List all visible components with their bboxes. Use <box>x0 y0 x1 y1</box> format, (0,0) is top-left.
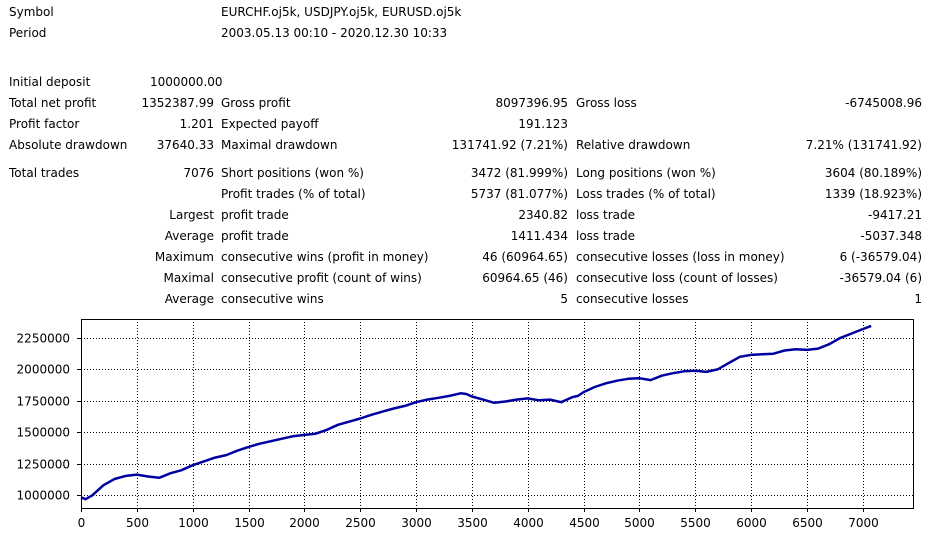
initial-deposit-value: 1000000.00 <box>150 75 223 89</box>
avg-cons-wins-value: 5 <box>560 292 568 306</box>
chart-grid <box>81 319 913 508</box>
short-positions-value: 3472 (81.999%) <box>470 166 568 180</box>
maximal-drawdown-label: Maximal drawdown <box>221 138 338 152</box>
x-tick-label: 1500 <box>234 516 265 530</box>
short-positions-label: Short positions (won %) <box>221 166 364 180</box>
x-tick-label: 1000 <box>178 516 209 530</box>
profit-trades-label: Profit trades (% of total) <box>221 187 366 201</box>
x-tick-label: 6000 <box>736 516 767 530</box>
largest-loss-value: -9417.21 <box>868 208 922 222</box>
x-tick-label: 5500 <box>680 516 711 530</box>
y-tick-label: 2000000 <box>17 363 70 377</box>
average-consecutive-label: Average <box>164 292 214 306</box>
maximal-cons-profit-label: consecutive profit (count of wins) <box>221 271 422 285</box>
largest-profit-label: profit trade <box>221 208 289 222</box>
balance-chart: 1000000 1250000 1500000 1750000 2000000 22500… <box>17 319 914 530</box>
maximal-drawdown-value: 131741.92 (7.21%) <box>451 138 568 152</box>
x-tick-label: 3000 <box>401 516 432 530</box>
maximal-cons-profit-value: 60964.65 (46) <box>482 271 568 285</box>
average-loss-label: loss trade <box>576 229 635 243</box>
max-cons-losses-value: 6 (-36579.04) <box>839 250 922 264</box>
x-tick-label: 5000 <box>624 516 655 530</box>
average-label: Average <box>164 229 214 243</box>
y-tick-label: 1500000 <box>17 426 70 440</box>
profit-factor-value: 1.201 <box>179 117 214 131</box>
x-tick-label: 6500 <box>792 516 823 530</box>
gross-profit-value: 8097396.95 <box>495 96 568 110</box>
x-tick-label: 0 <box>78 516 86 530</box>
x-tick-label: 2000 <box>289 516 320 530</box>
gross-loss-value: -6745008.96 <box>845 96 922 110</box>
total-net-profit-value: 1352387.99 <box>141 96 214 110</box>
x-tick-label: 3500 <box>457 516 488 530</box>
y-tick-label: 1750000 <box>17 395 70 409</box>
x-tick-label: 500 <box>126 516 149 530</box>
y-tick-label: 1000000 <box>17 489 70 503</box>
long-positions-label: Long positions (won %) <box>576 166 716 180</box>
y-tick-label: 1250000 <box>17 458 70 472</box>
gross-loss-label: Gross loss <box>576 96 637 110</box>
largest-profit-value: 2340.82 <box>518 208 568 222</box>
long-positions-value: 3604 (80.189%) <box>824 166 922 180</box>
profit-factor-label: Profit factor <box>9 117 80 131</box>
loss-trades-value: 1339 (18.923%) <box>824 187 922 201</box>
avg-cons-losses-value: 1 <box>914 292 922 306</box>
maximum-label: Maximum <box>154 250 214 264</box>
total-net-profit-label: Total net profit <box>9 96 97 110</box>
loss-trades-label: Loss trades (% of total) <box>576 187 716 201</box>
absolute-drawdown-value: 37640.33 <box>156 138 214 152</box>
symbol-value: EURCHF.oj5k, USDJPY.oj5k, EURUSD.oj5k <box>221 5 462 19</box>
avg-cons-wins-label: consecutive wins <box>221 292 324 306</box>
relative-drawdown-value: 7.21% (131741.92) <box>805 138 922 152</box>
maximal-label: Maximal <box>163 271 214 285</box>
total-trades-label: Total trades <box>9 166 80 180</box>
avg-cons-losses-label: consecutive losses <box>576 292 689 306</box>
expected-payoff-label: Expected payoff <box>221 117 319 131</box>
y-axis: 1000000 1250000 1500000 1750000 2000000 22500… <box>17 332 81 503</box>
average-loss-value: -5037.348 <box>860 229 922 243</box>
gross-profit-label: Gross profit <box>221 96 291 110</box>
period-value: 2003.05.13 00:10 - 2020.12.30 10:33 <box>221 26 448 40</box>
plot-frame <box>81 319 914 509</box>
profit-trades-value: 5737 (81.077%) <box>470 187 568 201</box>
initial-deposit-label: Initial deposit <box>9 75 91 89</box>
expected-payoff-value: 191.123 <box>518 117 568 131</box>
total-trades-value: 7076 <box>183 166 214 180</box>
max-cons-wins-value: 46 (60964.65) <box>482 250 568 264</box>
period-label: Period <box>9 26 47 40</box>
maximal-cons-loss-label: consecutive loss (count of losses) <box>576 271 778 285</box>
relative-drawdown-label: Relative drawdown <box>576 138 691 152</box>
x-tick-label: 7000 <box>848 516 879 530</box>
average-profit-value: 1411.434 <box>510 229 568 243</box>
x-tick-label: 2500 <box>345 516 376 530</box>
y-tick-label: 2250000 <box>17 332 70 346</box>
x-tick-label: 4500 <box>569 516 600 530</box>
max-cons-losses-label: consecutive losses (loss in money) <box>576 250 785 264</box>
chart-series <box>80 324 872 501</box>
x-axis: 0 500 1000 1500 2000 2500 3000 3500 4000 4500 5000… <box>78 508 879 530</box>
largest-loss-label: loss trade <box>576 208 635 222</box>
x-tick-label: 4000 <box>513 516 544 530</box>
average-profit-label: profit trade <box>221 229 289 243</box>
largest-label: Largest <box>169 208 214 222</box>
absolute-drawdown-label: Absolute drawdown <box>9 138 128 152</box>
max-cons-wins-label: consecutive wins (profit in money) <box>221 250 429 264</box>
symbol-label: Symbol <box>9 5 54 19</box>
maximal-cons-loss-value: -36579.04 (6) <box>839 271 922 285</box>
balance-line <box>80 324 872 501</box>
